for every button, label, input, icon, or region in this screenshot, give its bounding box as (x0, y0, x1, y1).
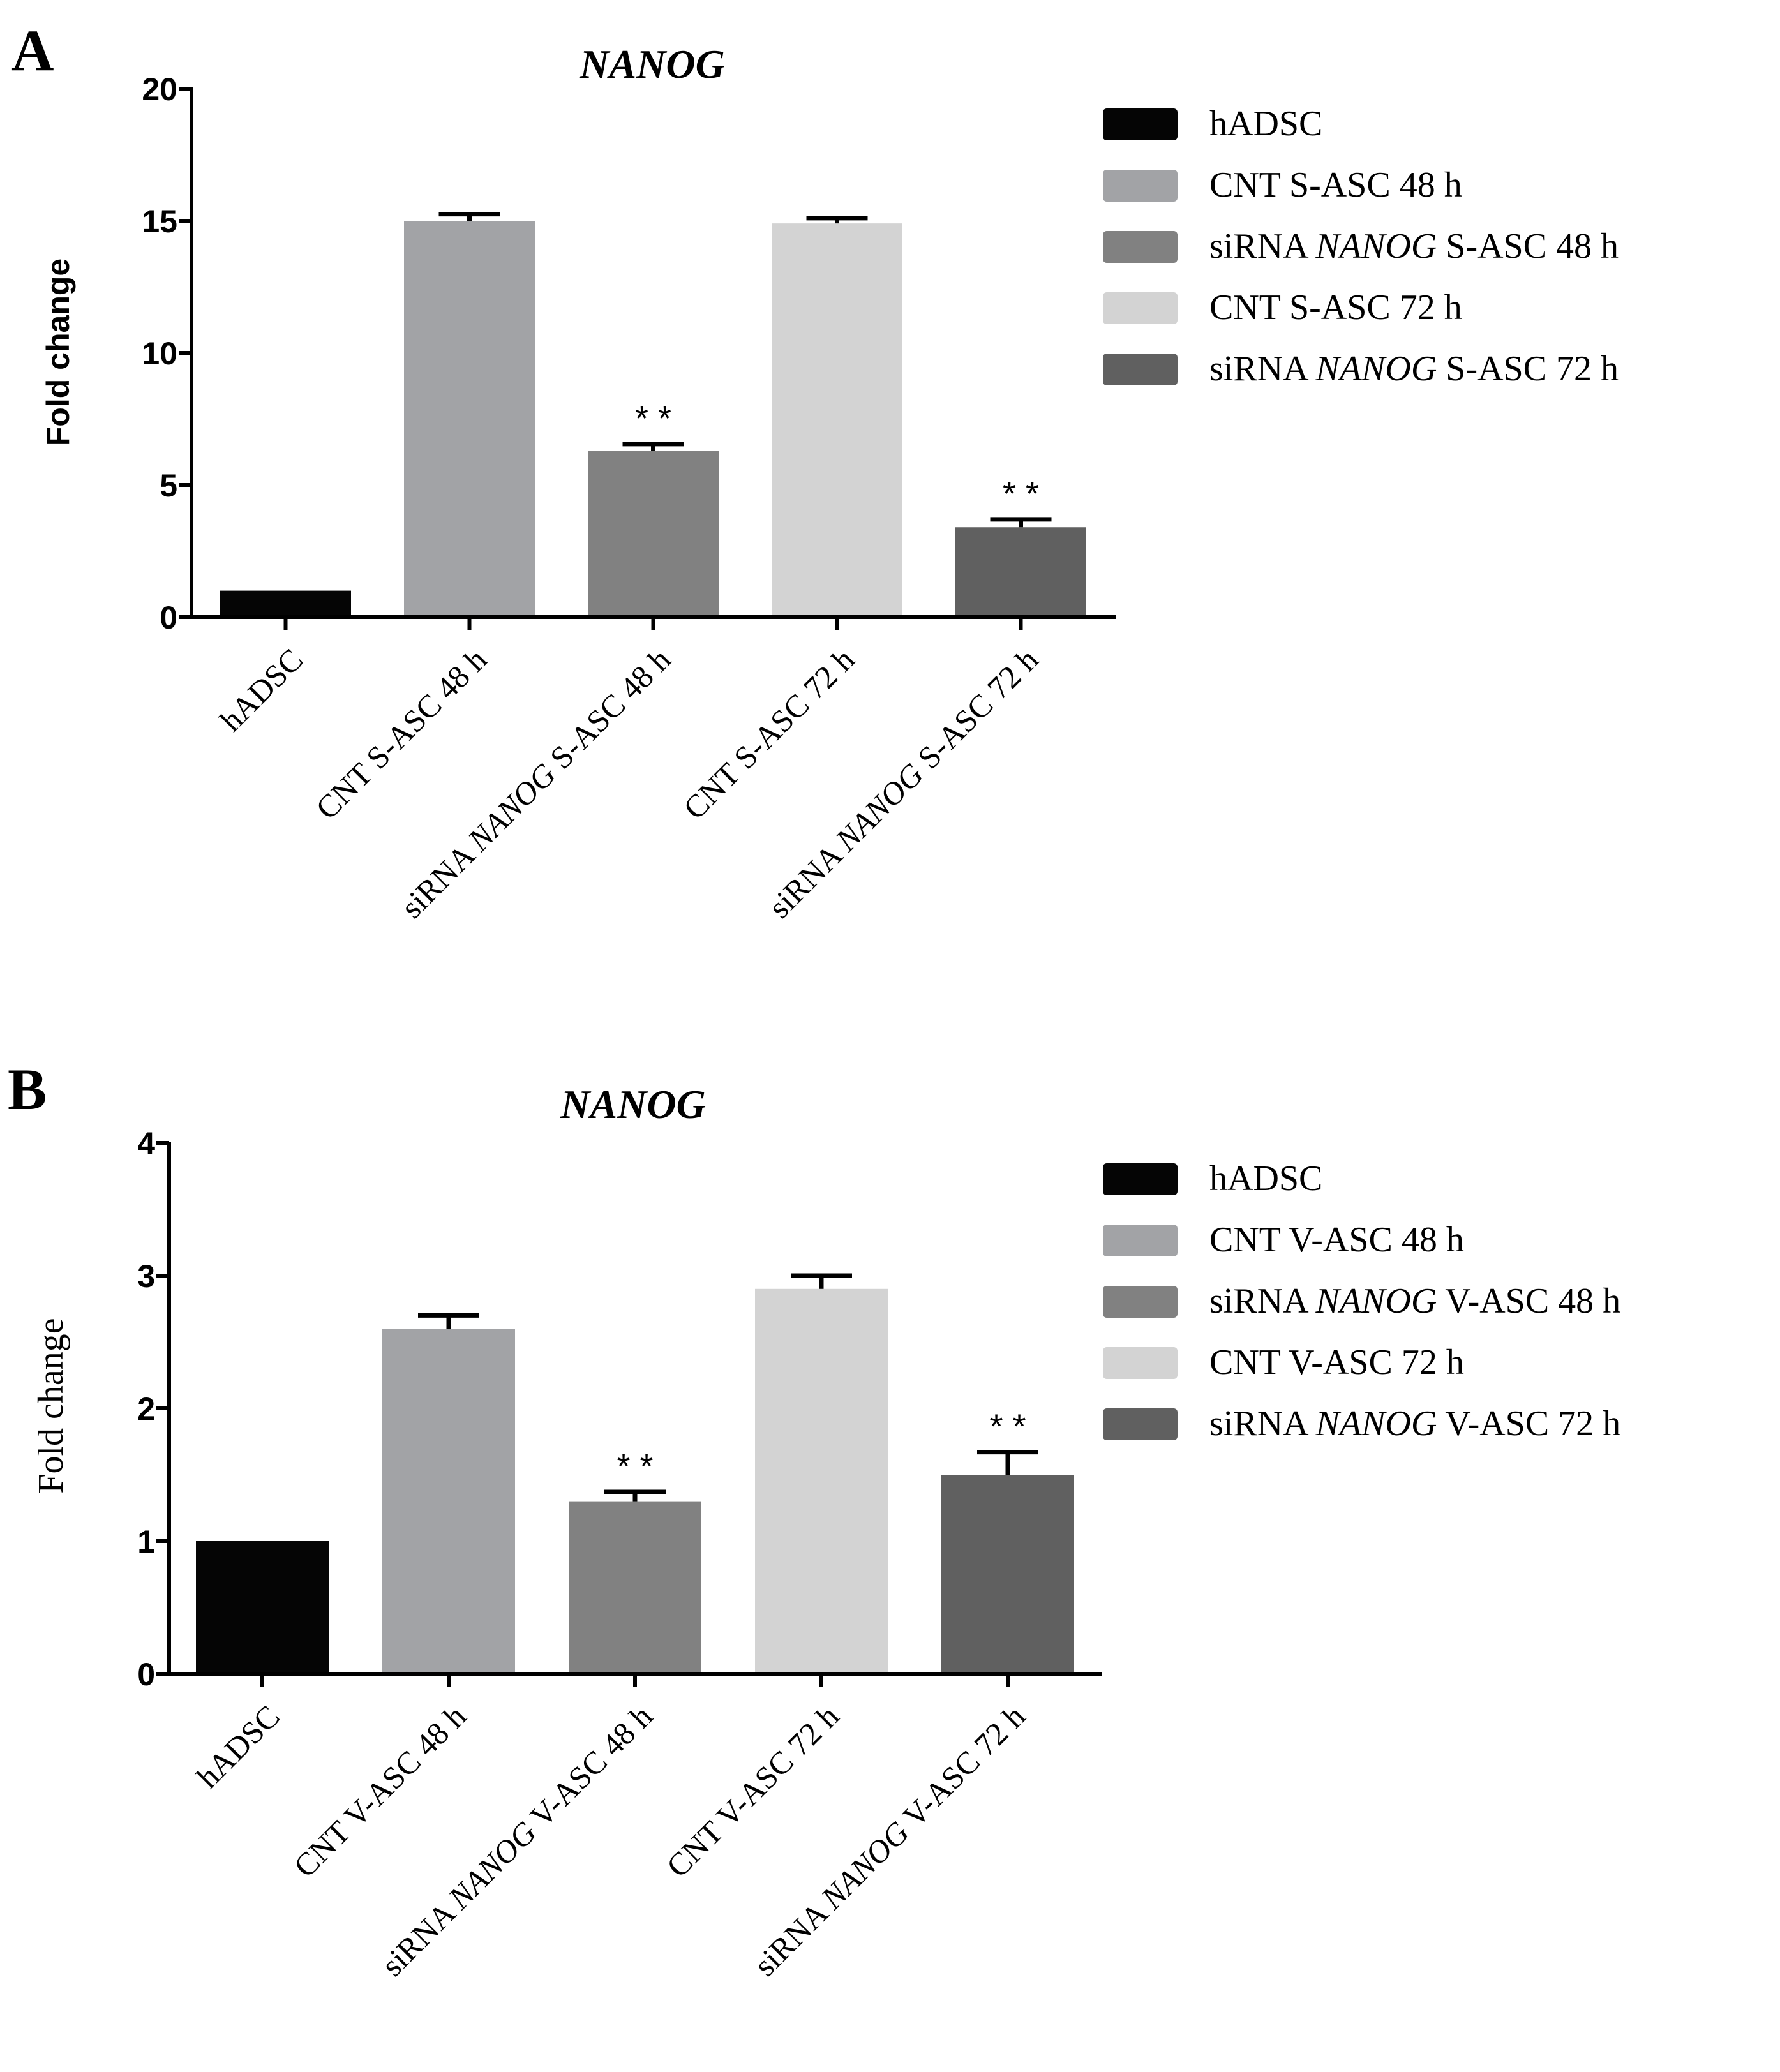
legend-a: hADSC CNT S-ASC 48 h siRNA NANOG S-ASC 48 … (1103, 104, 1619, 389)
legend-label-a-4-gene: NANOG (1315, 349, 1437, 389)
bar-b-3 (755, 1288, 888, 1674)
significance-a-2: * * (635, 399, 671, 438)
legend-swatch-b-2 (1103, 1286, 1178, 1318)
legend-swatch-a-1 (1103, 170, 1178, 202)
x-label-b-0: hADSC (190, 1698, 287, 1795)
legend-label-b-2-gene: NANOG (1315, 1281, 1437, 1321)
legend-label-a-2-text: siRNA (1209, 227, 1316, 266)
x-label-a-4-text: siRNA (761, 833, 854, 925)
plot-area-b: hADSC CNT V-ASC 48 h * * siRNA NANOG V-ASC … (137, 1126, 1102, 1983)
panel-label-b: B (8, 1057, 47, 1122)
x-label-b-2-gene: NANOG (441, 1814, 543, 1916)
x-label-a-0: hADSC (213, 641, 310, 738)
significance-a-4: * * (1003, 475, 1039, 513)
legend-swatch-a-0 (1103, 108, 1178, 140)
legend-label-a-2: siRNA NANOG S-ASC 48 h (1209, 227, 1619, 266)
legend-label-b-1-text: CNT V-ASC 48 h (1209, 1220, 1464, 1260)
y-tick-label-a-2: 10 (142, 336, 177, 371)
legend-label-b-3: CNT V-ASC 72 h (1209, 1343, 1464, 1382)
y-axis-label-a: Fold change (40, 258, 76, 446)
x-label-b-1: CNT V-ASC 48 h (287, 1698, 472, 1884)
legend-label-b-0: hADSC (1209, 1159, 1322, 1198)
x-label-a-1: CNT S-ASC 48 h (309, 641, 493, 826)
legend-swatch-b-0 (1103, 1163, 1178, 1195)
y-tick-label-b-1: 1 (137, 1524, 155, 1560)
legend-swatch-a-4 (1103, 354, 1178, 385)
legend-label-b-4-suffix: V-ASC 72 h (1437, 1404, 1620, 1443)
bar-a-4 (955, 527, 1086, 617)
legend-swatch-a-3 (1103, 292, 1178, 324)
y-tick-label-b-2: 2 (137, 1391, 155, 1427)
x-label-a-4-suffix: S-ASC 72 h (905, 641, 1045, 781)
x-label-b-4-suffix: V-ASC 72 h (890, 1698, 1031, 1839)
legend-label-b-3-text: CNT V-ASC 72 h (1209, 1343, 1464, 1382)
x-label-b-2-text: siRNA (374, 1891, 467, 1983)
y-tick-label-a-3: 15 (142, 204, 177, 239)
y-tick-label-b-0: 0 (137, 1657, 155, 1692)
y-axis-label-b: Fold change (31, 1318, 71, 1493)
legend-label-a-1-text: CNT S-ASC 48 h (1209, 165, 1462, 205)
legend-label-b-2-text: siRNA (1209, 1281, 1316, 1321)
bar-a-3 (772, 223, 902, 617)
legend-b: hADSC CNT V-ASC 48 h siRNA NANOG V-ASC 48 … (1103, 1159, 1620, 1443)
legend-label-a-3: CNT S-ASC 72 h (1209, 288, 1462, 327)
x-label-a-0-text: hADSC (213, 641, 310, 738)
x-label-a-3-text: CNT S-ASC 72 h (677, 641, 861, 826)
x-label-b-1-text: CNT V-ASC 48 h (287, 1698, 472, 1884)
y-tick-label-a-1: 5 (160, 468, 177, 503)
legend-label-b-2: siRNA NANOG V-ASC 48 h (1209, 1281, 1620, 1321)
x-label-b-3-text: CNT V-ASC 72 h (659, 1698, 845, 1884)
legend-label-a-3-text: CNT S-ASC 72 h (1209, 288, 1462, 327)
x-label-a-2-gene: NANOG (460, 756, 562, 858)
legend-swatch-b-3 (1103, 1347, 1178, 1379)
bar-a-1 (404, 221, 535, 617)
legend-label-a-1: CNT S-ASC 48 h (1209, 165, 1462, 205)
bar-a-2 (588, 451, 719, 617)
x-label-a-4-gene: NANOG (828, 756, 930, 858)
x-label-b-2-suffix: V-ASC 48 h (518, 1698, 659, 1839)
panel-b: B NANOG Fold change hADSC CNT V-ASC 48 h*… (8, 1057, 1620, 1983)
bar-b-2 (569, 1501, 701, 1674)
x-label-b-3: CNT V-ASC 72 h (659, 1698, 845, 1884)
x-label-b-0-text: hADSC (190, 1698, 287, 1795)
x-label-b-4-gene: NANOG (814, 1814, 916, 1916)
legend-label-a-4-text: siRNA (1209, 349, 1316, 389)
y-tick-label-b-4: 4 (137, 1126, 155, 1161)
legend-label-a-2-suffix: S-ASC 48 h (1437, 227, 1619, 266)
legend-label-a-2-gene: NANOG (1315, 227, 1437, 266)
x-label-a-1-text: CNT S-ASC 48 h (309, 641, 493, 826)
legend-label-b-4: siRNA NANOG V-ASC 72 h (1209, 1404, 1620, 1443)
chart-title-b: NANOG (560, 1082, 706, 1127)
legend-swatch-b-1 (1103, 1225, 1178, 1256)
legend-label-a-0-text: hADSC (1209, 104, 1322, 144)
legend-label-b-0-text: hADSC (1209, 1159, 1322, 1198)
legend-label-a-4-suffix: S-ASC 72 h (1437, 349, 1619, 389)
legend-label-a-4: siRNA NANOG S-ASC 72 h (1209, 349, 1619, 389)
bar-b-1 (382, 1329, 515, 1674)
legend-swatch-a-2 (1103, 231, 1178, 263)
legend-label-a-0: hADSC (1209, 104, 1322, 144)
y-tick-label-b-3: 3 (137, 1258, 155, 1294)
significance-b-2: * * (617, 1447, 653, 1486)
y-tick-label-a-0: 0 (160, 600, 177, 636)
legend-swatch-b-4 (1103, 1408, 1178, 1440)
x-label-b-4-text: siRNA (747, 1891, 839, 1983)
significance-b-4: * * (989, 1408, 1026, 1446)
chart-title-a: NANOG (579, 41, 725, 87)
y-tick-label-a-4: 20 (142, 71, 177, 107)
legend-label-b-4-text: siRNA (1209, 1404, 1316, 1443)
legend-label-b-2-suffix: V-ASC 48 h (1437, 1281, 1620, 1321)
legend-label-b-1: CNT V-ASC 48 h (1209, 1220, 1464, 1260)
x-label-a-2-suffix: S-ASC 48 h (537, 641, 677, 781)
legend-label-b-4-gene: NANOG (1315, 1404, 1437, 1443)
panel-label-a: A (11, 18, 54, 83)
bar-b-0 (196, 1541, 329, 1674)
bar-a-0 (220, 590, 351, 617)
bar-b-4 (941, 1475, 1074, 1674)
x-label-a-2-text: siRNA (394, 833, 486, 925)
x-label-a-3: CNT S-ASC 72 h (677, 641, 861, 826)
